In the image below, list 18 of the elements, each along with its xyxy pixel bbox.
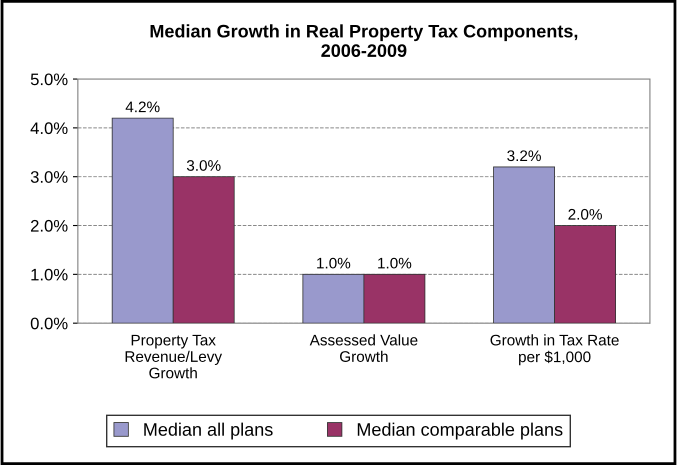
y-tick-label: 4.0% (30, 122, 68, 134)
y-tick-label: 3.0% (30, 171, 68, 183)
y-tick-label: 5.0% (30, 73, 68, 86)
data-label: 2.0% (568, 208, 602, 220)
data-label: 4.2% (126, 101, 160, 112)
legend-label: Median all plans (144, 422, 273, 440)
data-label: 1.0% (378, 258, 412, 269)
x-tick-label: Assessed Value Growth (310, 334, 418, 362)
data-label: 3.0% (186, 160, 221, 171)
chart-title: Median Growth in Real Property Tax Components, 2006-2009 (150, 24, 578, 58)
legend-label: Median comparable plans (358, 422, 562, 440)
x-tick-label: Growth in Tax Rate per $1,000 (490, 334, 619, 366)
data-label: 3.2% (507, 150, 541, 162)
y-tick-label: 0.0% (30, 318, 68, 330)
y-tick-label: 2.0% (30, 220, 68, 232)
y-tick-label: 1.0% (31, 268, 68, 281)
data-label: 1.0% (317, 258, 350, 269)
x-tick-label: Property Tax Revenue/Levy Growth (126, 334, 222, 378)
